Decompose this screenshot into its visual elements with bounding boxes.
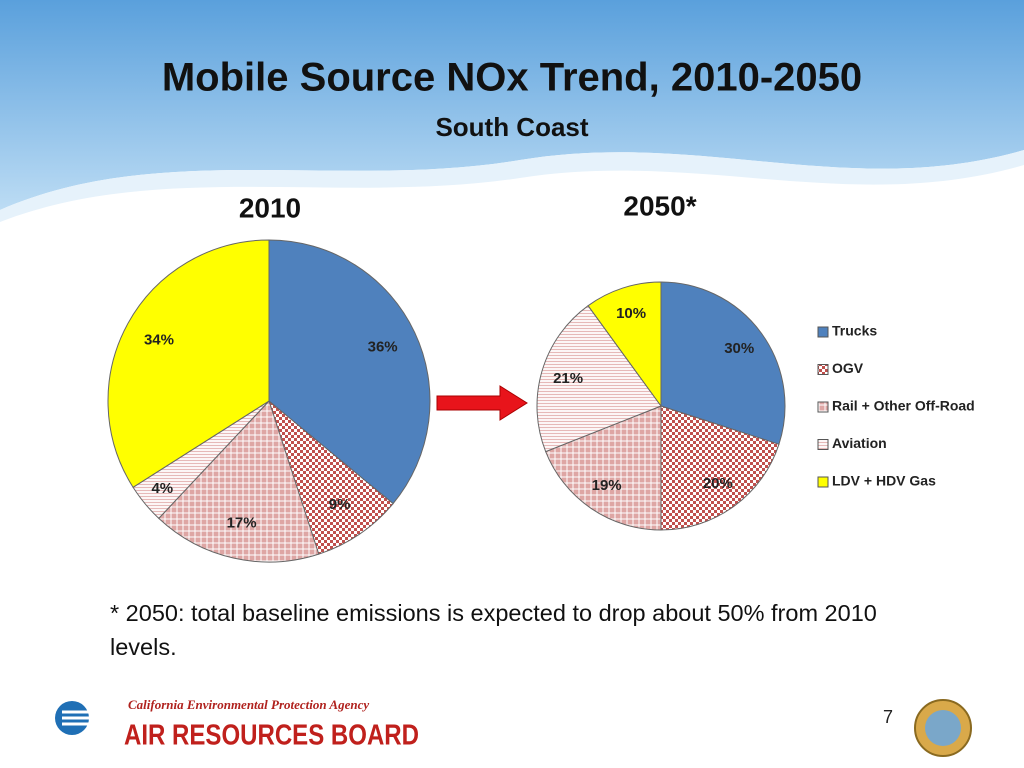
logo-agency: California Environmental Protection Agen… [128,697,369,712]
legend-swatch [817,476,829,488]
legend-swatch [817,326,829,338]
footnote: * 2050: total baseline emissions is expe… [110,600,877,660]
slide-subtitle: South Coast [435,112,588,142]
legend-label: Aviation [832,435,887,451]
legend-label: Rail + Other Off-Road [832,398,975,414]
data-label: 36% [368,338,398,355]
data-label: 17% [227,515,257,532]
data-label: 20% [703,475,733,492]
logo: California Environmental Protection Agen… [55,697,419,752]
pie-slice [267,399,394,555]
pie-slice [660,405,780,531]
sky-wave [0,150,1024,222]
data-label: 10% [616,305,646,322]
data-label: 30% [724,340,754,357]
legend-swatch [817,439,829,450]
sky-banner [0,0,1024,210]
pie-slice [158,400,320,563]
legend-label: OGV [832,360,864,376]
pie-title: 2050* [623,190,696,221]
pie-slice [107,239,270,488]
slide-title: Mobile Source NOx Trend, 2010-2050 [162,56,862,100]
pie-slice [545,405,662,531]
legend-label: LDV + HDV Gas [832,473,936,489]
data-label: 19% [592,477,622,494]
pie-slice [268,239,431,505]
legend-swatch [817,364,829,375]
data-label: 21% [553,370,583,387]
pie-slice [587,281,662,408]
arrow [436,385,528,421]
legend-label: Trucks [832,323,877,339]
logo-board: AIR RESOURCES BOARD [124,720,419,752]
data-label: 4% [151,480,173,497]
page-number: 7 [883,707,893,727]
pie-slice [536,304,662,453]
pie-slice [660,281,786,445]
seal-inner [925,710,961,746]
legend-swatch [817,401,829,413]
pie-title: 2010 [239,192,301,223]
data-label: 9% [329,496,351,513]
logo-icon-lines [62,710,100,726]
data-label: 34% [144,331,174,348]
